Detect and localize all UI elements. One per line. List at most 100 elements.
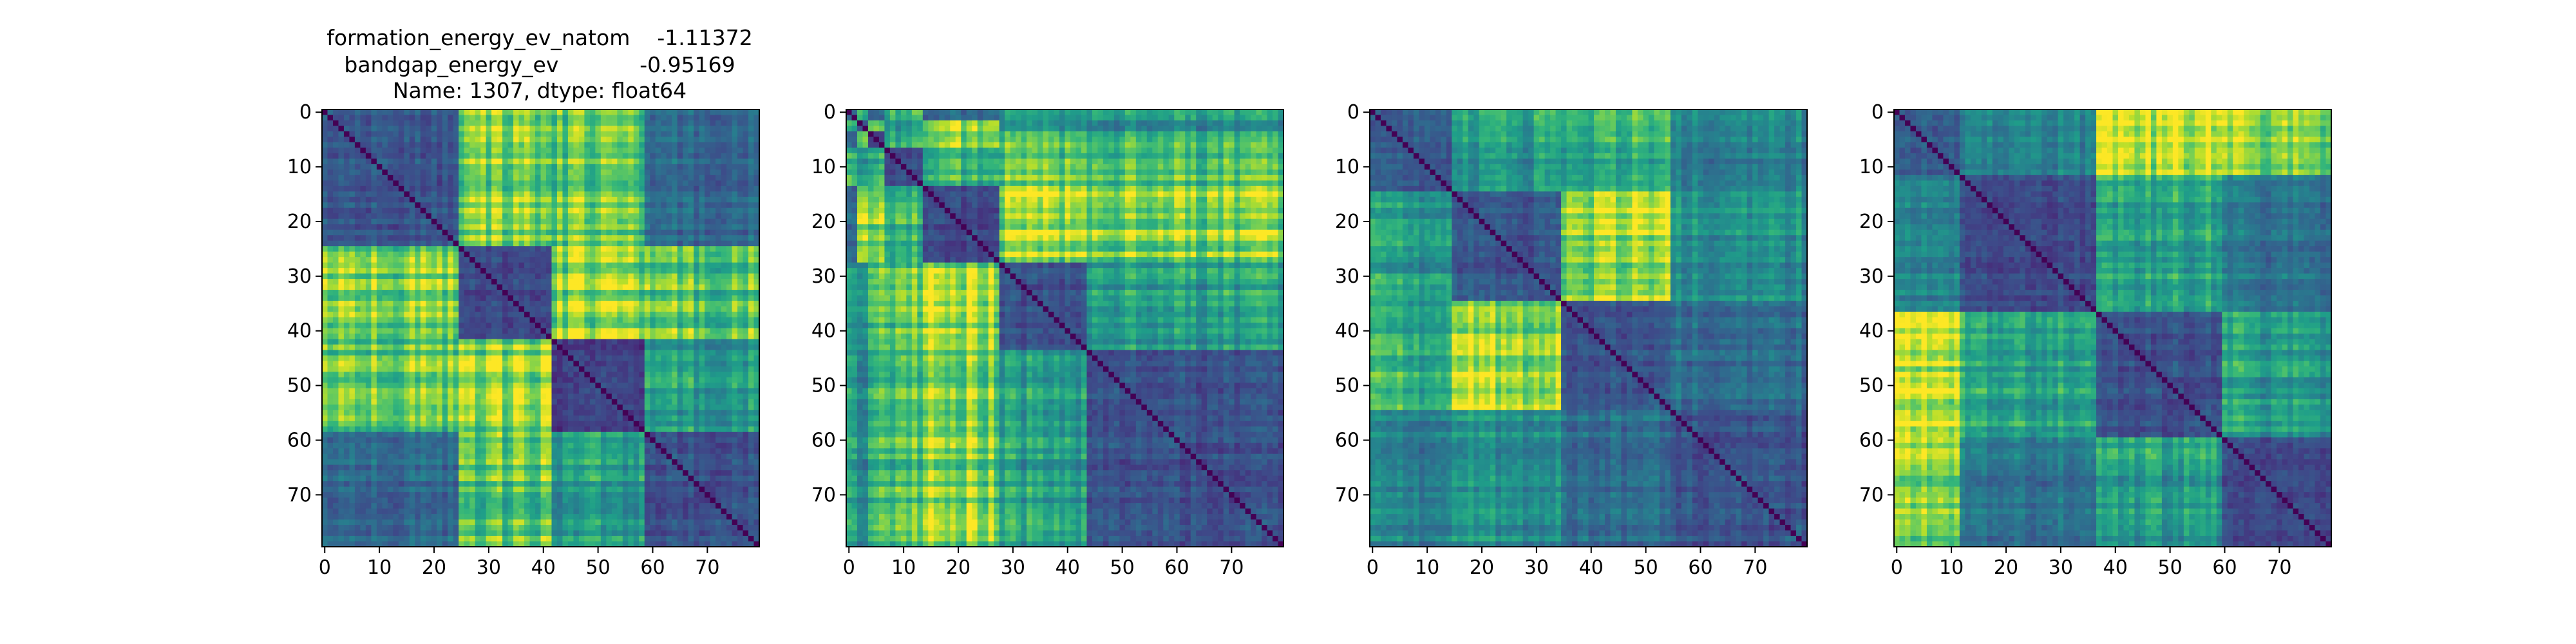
heatmap-cell: [546, 115, 552, 120]
heatmap-cell: [606, 301, 612, 307]
heatmap-cell: [584, 443, 590, 449]
heatmap-cell: [333, 268, 339, 274]
heatmap-cell: [415, 219, 421, 225]
heatmap-cell: [677, 131, 683, 137]
heatmap-cell: [475, 175, 481, 181]
heatmap-cell: [672, 219, 677, 225]
heatmap-cell: [491, 421, 497, 427]
heatmap-cell: [322, 115, 328, 120]
heatmap-cell: [486, 257, 492, 263]
heatmap-cell: [497, 404, 503, 410]
heatmap-cell: [672, 334, 677, 339]
heatmap-cell: [382, 219, 388, 225]
heatmap-cell: [634, 142, 639, 148]
heatmap-cell: [421, 383, 426, 388]
heatmap-cell: [748, 230, 754, 236]
heatmap-cell: [360, 448, 366, 454]
heatmap-cell: [541, 366, 547, 372]
heatmap-cell: [437, 388, 442, 394]
heatmap-cell: [349, 175, 355, 181]
heatmap-cell: [491, 131, 497, 137]
heatmap-cell: [442, 393, 448, 399]
heatmap-cell: [562, 126, 568, 131]
heatmap-cell: [688, 307, 694, 312]
heatmap-cell: [557, 202, 563, 208]
heatmap-cell: [541, 268, 547, 274]
heatmap-cell: [568, 241, 574, 247]
heatmap-cell: [721, 131, 727, 137]
heatmap-cell: [327, 437, 333, 443]
heatmap-cell: [677, 147, 683, 153]
heatmap-cell: [459, 252, 464, 258]
heatmap-cell: [562, 180, 568, 186]
heatmap-cell: [344, 350, 350, 355]
heatmap-cell: [491, 377, 497, 383]
heatmap-cell: [388, 235, 393, 241]
heatmap-cell: [579, 404, 585, 410]
heatmap-cell: [338, 158, 344, 164]
heatmap-cell: [557, 372, 563, 377]
heatmap-cell: [606, 202, 612, 208]
heatmap-cell: [650, 377, 656, 383]
heatmap-cell: [612, 410, 618, 416]
heatmap-cell: [535, 366, 541, 372]
heatmap-cell: [349, 191, 355, 197]
heatmap-cell: [623, 164, 629, 170]
heatmap-cell: [491, 366, 497, 372]
heatmap-cell: [617, 186, 623, 192]
heatmap-cell: [584, 399, 590, 405]
heatmap-cell: [562, 404, 568, 410]
heatmap-cell: [623, 131, 629, 137]
heatmap-cell: [421, 137, 426, 142]
heatmap-cell: [699, 235, 705, 241]
heatmap-cell: [557, 120, 563, 126]
heatmap-cell: [617, 164, 623, 170]
heatmap-cell: [404, 437, 410, 443]
heatmap-cell: [426, 323, 431, 328]
heatmap-cell: [415, 191, 421, 197]
heatmap-cell: [573, 415, 579, 421]
heatmap-cell: [524, 224, 530, 230]
heatmap-cell: [715, 296, 721, 301]
heatmap-cell: [650, 164, 656, 170]
heatmap-cell: [590, 334, 596, 339]
heatmap-cell: [519, 334, 525, 339]
heatmap-cell: [360, 169, 366, 175]
heatmap-cell: [634, 410, 639, 416]
heatmap-cell: [338, 109, 344, 115]
heatmap-cell: [448, 186, 453, 192]
heatmap-cell: [617, 274, 623, 279]
heatmap-cell: [748, 208, 754, 214]
heatmap-cell: [360, 153, 366, 159]
heatmap-cell: [623, 279, 629, 285]
heatmap-cell: [737, 307, 743, 312]
heatmap-cell: [410, 213, 415, 219]
heatmap-cell: [377, 158, 383, 164]
heatmap-cell: [639, 147, 645, 153]
heatmap-cell: [480, 202, 486, 208]
heatmap-cell: [672, 366, 677, 372]
heatmap-cell: [715, 137, 721, 142]
heatmap-cell: [694, 257, 699, 263]
heatmap-cell: [650, 307, 656, 312]
heatmap-cell: [732, 213, 738, 219]
heatmap-cell: [628, 317, 634, 323]
heatmap-cell: [535, 388, 541, 394]
heatmap-cell: [404, 443, 410, 449]
heatmap-cell: [595, 175, 601, 181]
heatmap-cell: [399, 328, 404, 334]
heatmap-cell: [382, 345, 388, 350]
heatmap-cell: [579, 147, 585, 153]
heatmap-cell: [464, 186, 470, 192]
heatmap-cell: [415, 257, 421, 263]
heatmap-cell: [448, 339, 453, 345]
heatmap-cell: [606, 153, 612, 159]
heatmap-cell: [421, 202, 426, 208]
heatmap-cell: [513, 317, 519, 323]
heatmap-cell: [453, 350, 459, 355]
heatmap-cell: [721, 175, 727, 181]
heatmap-cell: [475, 120, 481, 126]
heatmap-cell: [349, 131, 355, 137]
heatmap-cell: [535, 421, 541, 427]
heatmap-cell: [404, 147, 410, 153]
